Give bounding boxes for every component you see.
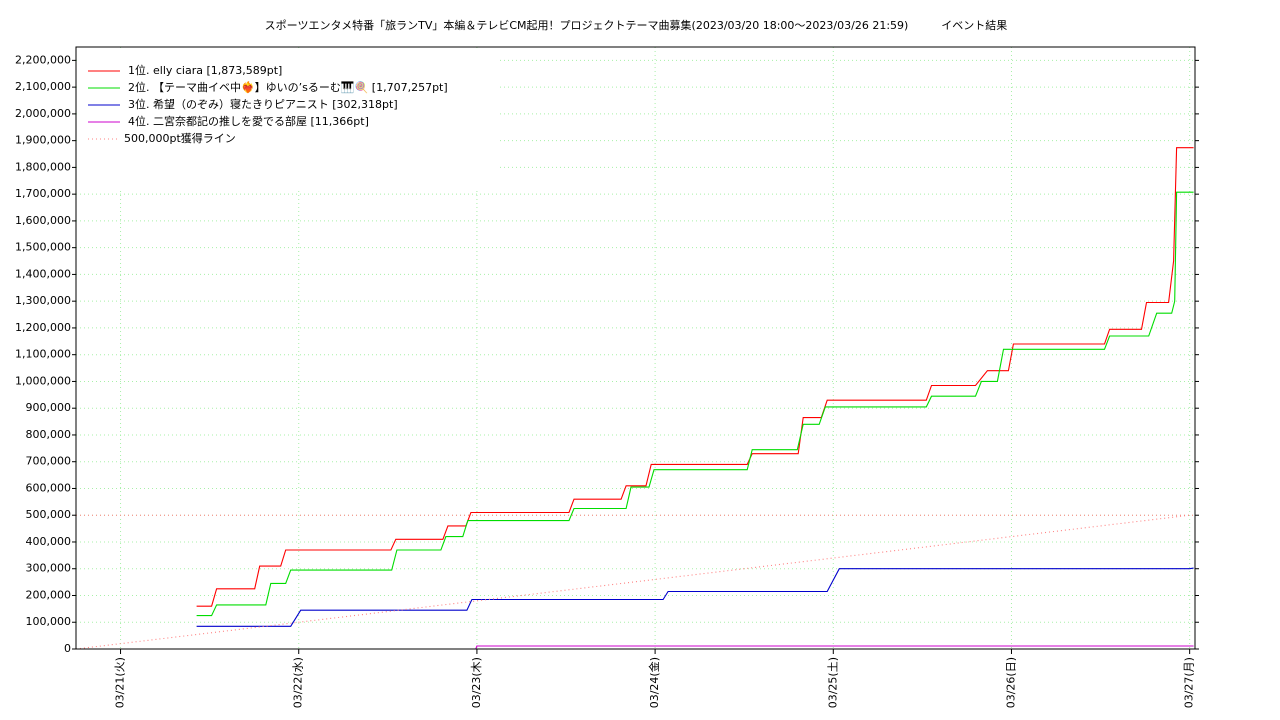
legend-box (77, 48, 500, 191)
y-tick-label: 900,000 (26, 401, 72, 414)
legend-label: 1位. elly ciara [1,873,589pt] (128, 63, 282, 77)
y-tick-label: 700,000 (26, 455, 72, 468)
x-tick-label: 03/25(土) (826, 657, 839, 708)
y-tick-label: 0 (64, 642, 71, 655)
plot-frame (75, 46, 1196, 650)
y-tick-label: 500,000 (26, 508, 72, 521)
y-tick-label: 1,200,000 (15, 321, 71, 334)
x-tick-label: 03/23(木) (470, 657, 483, 708)
y-tick-label: 200,000 (26, 588, 72, 601)
y-tick-label: 1,700,000 (15, 187, 71, 200)
x-tick-label: 03/22(水) (292, 657, 305, 708)
y-tick-label: 2,100,000 (15, 80, 71, 93)
y-tick-label: 400,000 (26, 535, 72, 548)
y-tick-label: 1,900,000 (15, 134, 71, 147)
legend-label: 2位. 【テーマ曲イベ中❤️‍🔥】ゆいの’sるーむ🎹🍭 [1,707,257pt… (128, 80, 448, 94)
x-tick-label: 03/27(月) (1183, 657, 1196, 708)
series-line (75, 514, 1190, 650)
series-line (196, 567, 1194, 627)
y-tick-label: 800,000 (26, 428, 72, 441)
x-tick-label: 03/24(金) (647, 657, 661, 708)
series-line (196, 191, 1194, 617)
y-tick-label: 300,000 (26, 562, 72, 575)
legend-label: 500,000pt獲得ライン (124, 132, 236, 145)
y-tick-label: 1,400,000 (15, 267, 71, 280)
series-line (196, 147, 1194, 607)
y-tick-label: 1,500,000 (15, 241, 71, 254)
legend-label: 3位. 希望（のぞみ）寝たきりピアニスト [302,318pt] (128, 97, 398, 111)
y-tick-label: 100,000 (26, 615, 72, 628)
y-tick-label: 2,000,000 (15, 107, 71, 120)
legend-label: 4位. 二宮奈都記の推しを愛でる部屋 [11,366pt] (128, 114, 369, 128)
chart-title: スポーツエンタメ特番「旅ランTV」本編＆テレビCM起用！プロジェクトテーマ曲募集… (265, 18, 1008, 32)
y-tick-label: 1,800,000 (15, 160, 71, 173)
y-tick-label: 1,300,000 (15, 294, 71, 307)
y-tick-label: 600,000 (26, 481, 72, 494)
y-tick-label: 1,000,000 (15, 374, 71, 387)
legend: 1位. elly ciara [1,873,589pt] 2位. 【テーマ曲イベ中… (77, 48, 500, 191)
y-tick-label: 1,600,000 (15, 214, 71, 227)
x-tick-label: 03/26(日) (1004, 657, 1017, 708)
x-tick-label: 03/21(火) (114, 657, 127, 708)
y-tick-label: 1,100,000 (15, 348, 71, 361)
y-tick-label: 2,200,000 (15, 53, 71, 66)
